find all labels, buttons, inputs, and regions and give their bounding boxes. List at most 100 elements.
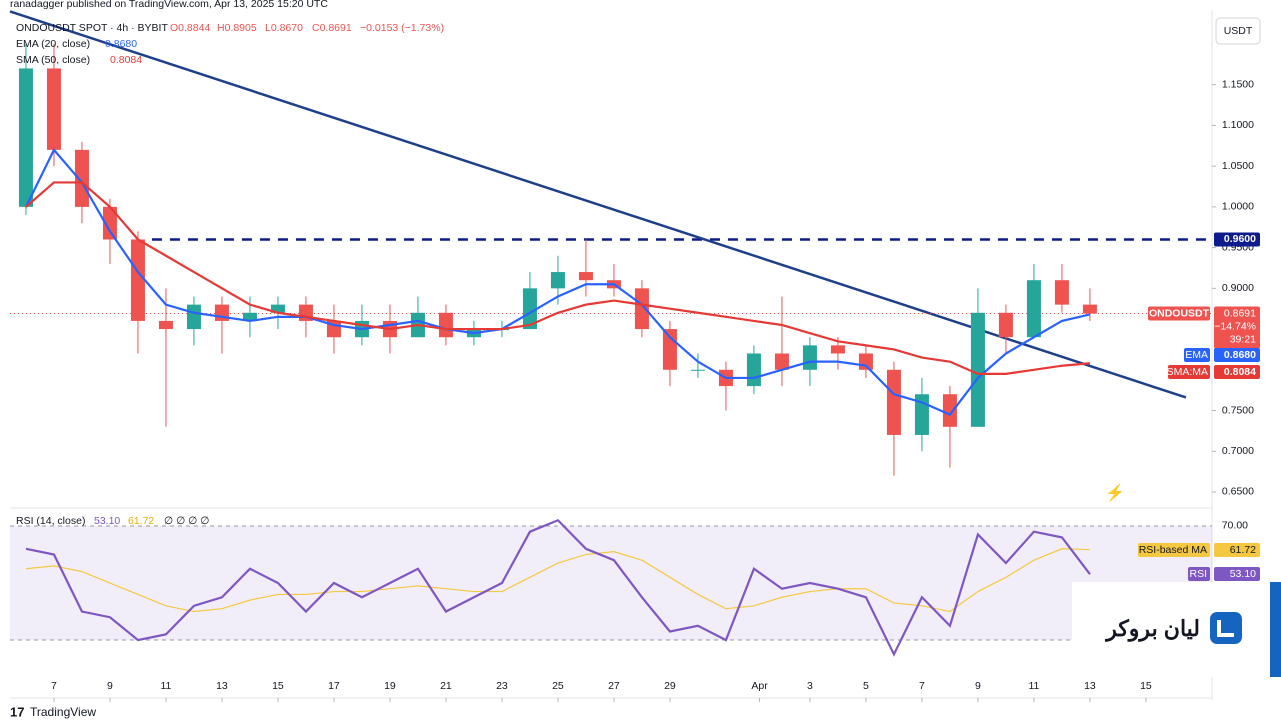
rsi-tag-box <box>1214 567 1260 581</box>
candle-body <box>1054 280 1069 305</box>
footer-logo: 17 <box>10 704 24 719</box>
rsi-band <box>10 525 1212 641</box>
symbol: ONDOUSDT SPOT · 4h · BYBIT <box>16 22 168 34</box>
candle-body <box>102 206 117 240</box>
candle-body <box>1082 304 1097 314</box>
x-tick-label: Apr <box>751 680 768 692</box>
rsi-name: RSI <box>1189 568 1207 580</box>
x-tick-label: 27 <box>608 680 620 692</box>
resistance-label: 0.9600 <box>1224 233 1256 245</box>
x-tick-label: 11 <box>161 680 172 692</box>
x-tick-label: 15 <box>272 680 284 692</box>
candle-body <box>970 312 985 427</box>
y-tick-label: 1.0500 <box>1222 160 1254 172</box>
icon: ⚡ <box>1105 483 1125 502</box>
rsi-ma-tag-box <box>1214 543 1260 557</box>
rsi-legend-value: 53.10 <box>94 515 120 527</box>
ohlc-h: H0.8905 <box>217 22 257 34</box>
candle-body <box>46 68 61 150</box>
rsi-legend: RSI (14, close) <box>16 515 85 527</box>
series-tag: 0.8084 <box>1224 366 1256 378</box>
x-tick-label: 7 <box>919 680 925 692</box>
currency: USDT <box>1224 25 1253 37</box>
ohlc-o: O0.8844 <box>170 22 210 34</box>
x-tick-label: 13 <box>1084 680 1096 692</box>
sma-legend: SMA (50, close) <box>16 54 90 66</box>
legend-name: SMA:MA <box>1167 366 1208 378</box>
rsi-line <box>25 518 1091 657</box>
candle-body <box>270 304 285 313</box>
rsi-ma-legend-value: 61.72 <box>128 515 154 527</box>
currency-box[interactable] <box>1215 17 1261 45</box>
ma-line <box>25 181 1091 375</box>
candle-body <box>578 272 593 281</box>
ohlc-l: L0.8670 <box>265 22 303 34</box>
y-tick-label: 0.9000 <box>1222 282 1254 294</box>
x-tick-label: 7 <box>51 680 57 692</box>
x-tick-label: 23 <box>496 680 508 692</box>
series-tag-box <box>1214 348 1260 362</box>
x-tick-label: 9 <box>107 680 113 692</box>
y-tick-label: 0.6500 <box>1222 486 1254 498</box>
candle-body <box>634 288 649 330</box>
x-tick-label: 9 <box>975 680 981 692</box>
x-tick-label: 11 <box>1028 680 1039 692</box>
header: ranadagger published on TradingView.com,… <box>10 0 328 10</box>
rsi-extra: ∅ ∅ ∅ ∅ <box>164 515 209 527</box>
x-tick-label: 13 <box>216 680 228 692</box>
brand-logo <box>1210 612 1242 644</box>
y-tick-label: 0.7500 <box>1222 404 1254 416</box>
y-tick-label: 0.7000 <box>1222 445 1254 457</box>
candle-body <box>802 345 817 370</box>
rsi-ma-line <box>25 548 1090 613</box>
last-timer: 39:21 <box>1230 333 1256 345</box>
resistance-label-box <box>1214 232 1260 247</box>
candle-body <box>998 312 1013 338</box>
rsi-ma-name-box <box>1138 543 1210 557</box>
rsi-tick-label: 70.00 <box>1222 520 1248 532</box>
sma-legend-value: 0.8084 <box>110 54 142 66</box>
last-change: −14.74% <box>1214 320 1256 332</box>
candle-body <box>662 329 677 370</box>
rsi-ma-name: RSI-based MA <box>1139 544 1207 556</box>
x-tick-label: 15 <box>1140 680 1152 692</box>
legend-name: EMA <box>1185 349 1208 361</box>
ma-line <box>24 147 1091 416</box>
ema-legend-value: 0.8680 <box>105 38 137 50</box>
candle-body <box>74 149 89 207</box>
ohlc-c: C0.8691 <box>312 22 352 34</box>
x-tick-label: 21 <box>440 680 452 692</box>
last-box <box>1214 306 1260 349</box>
x-tick-label: 19 <box>384 680 396 692</box>
trendline <box>9 10 1187 399</box>
candle-body <box>830 345 845 354</box>
candle-body <box>858 353 873 370</box>
candle-body <box>158 320 173 330</box>
x-tick-label: 29 <box>664 680 676 692</box>
y-tick-label: 1.1500 <box>1222 78 1254 90</box>
y-tick-label: 1.0000 <box>1222 201 1254 213</box>
rsi-name-box <box>1188 567 1210 581</box>
candle-body <box>438 312 453 338</box>
y-tick-label: 1.1000 <box>1222 119 1254 131</box>
series-tag-box <box>1214 365 1260 379</box>
rsi-tag: 53.10 <box>1230 568 1256 580</box>
candle-body <box>130 239 145 321</box>
candle-body <box>242 312 257 321</box>
x-tick-label: 25 <box>552 680 564 692</box>
footer: TradingView <box>30 705 96 719</box>
x-tick-label: 3 <box>807 680 813 692</box>
series-name-box <box>1168 365 1210 379</box>
series-tag: 0.8680 <box>1224 349 1256 361</box>
series-name-box <box>1184 348 1210 362</box>
brand: لیان بروکر <box>1104 616 1200 642</box>
candle-body <box>522 288 537 330</box>
candle-body <box>690 369 705 371</box>
x-tick-label: 17 <box>328 680 340 692</box>
ema-legend: EMA (20, close) <box>16 38 90 50</box>
brand-logo-mark <box>1217 620 1234 637</box>
rsi-ma-tag: 61.72 <box>1230 544 1256 556</box>
candle-body <box>942 394 957 427</box>
candle-body <box>746 353 761 387</box>
